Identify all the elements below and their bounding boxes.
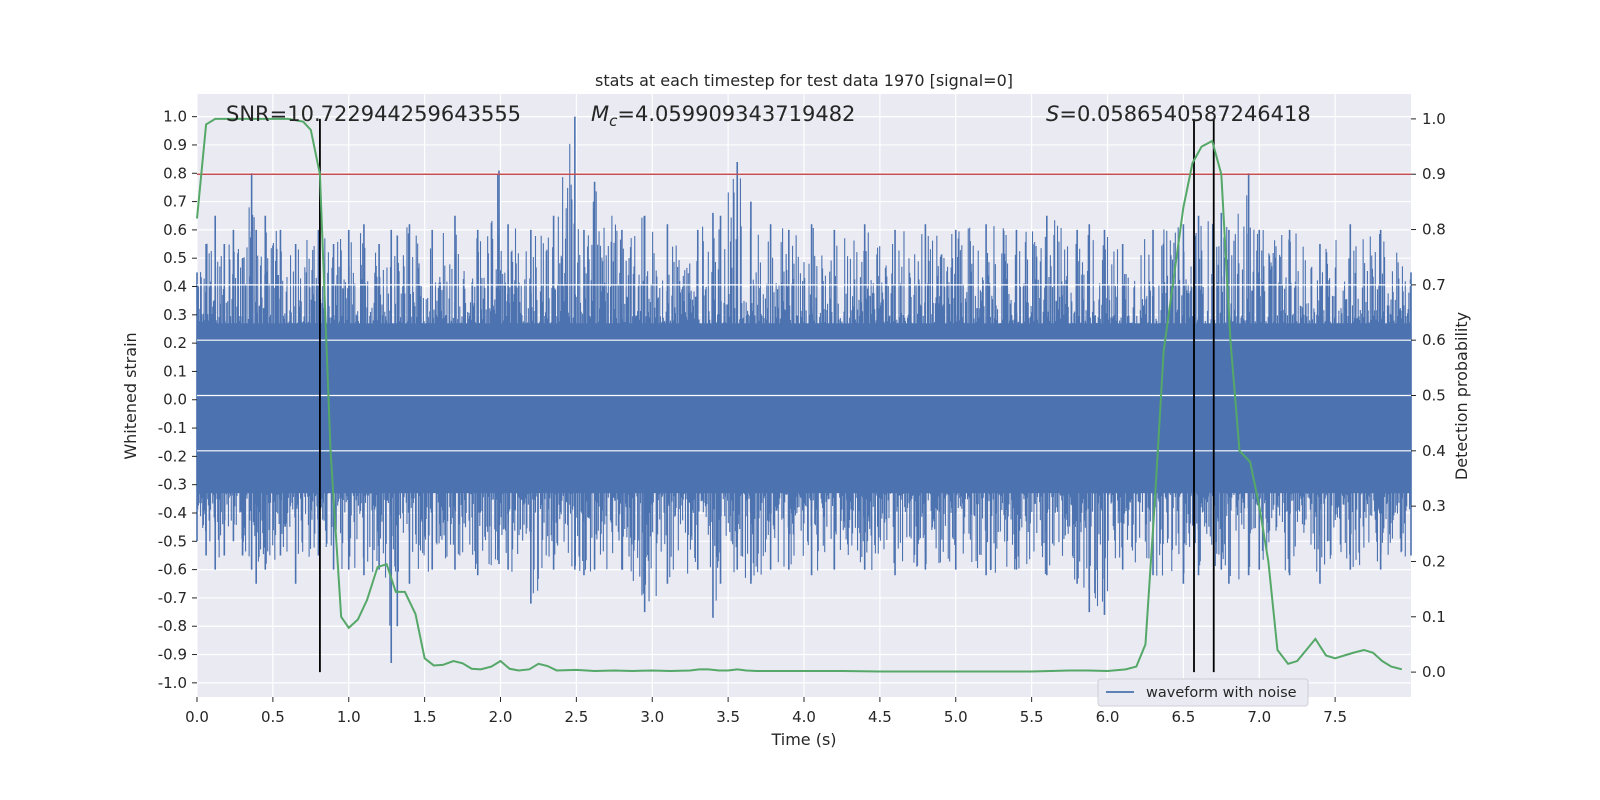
- y-tick-label: -0.4: [158, 504, 187, 522]
- y2-tick-label: 0.3: [1422, 497, 1446, 515]
- y2-tick-label: 0.4: [1422, 442, 1446, 460]
- y-tick-label: -0.3: [158, 476, 187, 494]
- y2-axis-label: Detection probability: [1452, 312, 1471, 480]
- y-ticks: 1.0 0.9 0.8 0.7 0.6 0.5 0.4 0.3 0.2 0.1 0.0 -0.1 -0.…: [158, 108, 197, 692]
- legend-box: [1097, 678, 1309, 707]
- waveform-core: [197, 323, 1411, 494]
- y-tick-label: -0.7: [158, 589, 187, 607]
- x-tick-label: 7.5: [1323, 708, 1347, 726]
- s-annotation: S=0.0586540587246418: [1046, 102, 1311, 126]
- chirp-mass-subscript: c: [609, 112, 618, 130]
- legend-label: waveform with noise: [1146, 685, 1297, 701]
- s-symbol: S: [1046, 102, 1059, 126]
- s-value: =0.0586540587246418: [1059, 102, 1310, 126]
- y-tick-label: 0.3: [163, 306, 187, 324]
- y-tick-label: 0.8: [163, 164, 187, 182]
- snr-annotation: SNR=10.722944259643555: [226, 102, 521, 126]
- chirp-mass-value: =4.059909343719482: [617, 102, 855, 126]
- y2-tick-label: 0.5: [1422, 387, 1446, 405]
- y-tick-label: 0.2: [163, 334, 187, 352]
- y2-tick-label: 1.0: [1422, 110, 1446, 128]
- y2-ticks: 1.0 0.9 0.8 0.7 0.6 0.5 0.4 0.3 0.2 0.1 0.0: [1411, 110, 1446, 681]
- x-tick-label: 2.0: [489, 708, 513, 726]
- x-tick-label: 0.5: [261, 708, 285, 726]
- y-tick-label: 1.0: [163, 108, 187, 126]
- y-tick-label: -0.8: [158, 617, 187, 635]
- waveform-peaks: [196, 116, 1412, 664]
- x-tick-label: 3.0: [640, 708, 664, 726]
- x-tick-label: 2.5: [564, 708, 588, 726]
- chirp-mass-annotation: Mc=4.059909343719482: [591, 102, 855, 130]
- x-axis-label: Time (s): [770, 730, 836, 749]
- probability-line: [196, 117, 1403, 673]
- x-tick-label: 1.0: [337, 708, 361, 726]
- legend: waveform with noise: [1097, 678, 1309, 707]
- y-tick-label: 0.7: [163, 193, 187, 211]
- y2-tick-label: 0.6: [1422, 331, 1446, 349]
- y2-tick-label: 0.0: [1422, 663, 1446, 681]
- y-tick-label: -0.1: [158, 419, 187, 437]
- probability-series: [196, 117, 1403, 673]
- y2-tick-label: 0.2: [1422, 552, 1446, 570]
- y2-tick-label: 0.9: [1422, 165, 1446, 183]
- x-tick-label: 4.0: [792, 708, 816, 726]
- x-tick-label: 5.0: [944, 708, 968, 726]
- x-tick-label: 0.0: [185, 708, 209, 726]
- y-tick-label: -1.0: [158, 674, 187, 692]
- x-tick-label: 6.5: [1171, 708, 1195, 726]
- y-tick-label: -0.2: [158, 447, 187, 465]
- y-tick-label: -0.5: [158, 532, 187, 550]
- x-tick-label: 3.5: [716, 708, 740, 726]
- y-tick-label: -0.6: [158, 561, 187, 579]
- y2-tick-label: 0.1: [1422, 608, 1446, 626]
- y-tick-label: 0.1: [163, 362, 187, 380]
- event-vlines: [319, 118, 1215, 673]
- y-tick-label: 0.4: [163, 278, 187, 296]
- y-axis-label: Whitened strain: [121, 332, 140, 459]
- y-tick-label: -0.9: [158, 646, 187, 664]
- y2-tick-label: 0.8: [1422, 221, 1446, 239]
- chirp-mass-symbol: M: [591, 102, 609, 126]
- y-tick-label: 0.0: [163, 391, 187, 409]
- x-tick-label: 1.5: [413, 708, 437, 726]
- x-tick-label: 6.0: [1096, 708, 1120, 726]
- y-tick-label: 0.9: [163, 136, 187, 154]
- waveform-series: [196, 116, 1412, 664]
- y2-tick-label: 0.7: [1422, 276, 1446, 294]
- x-tick-label: 4.5: [868, 708, 892, 726]
- x-tick-label: 5.5: [1020, 708, 1044, 726]
- y-tick-label: 0.6: [163, 221, 187, 239]
- x-ticks: 0.0 0.5 1.0 1.5 2.0 2.5 3.0 3.5 4.0 4.5 5.0 5.5 6.0 6…: [185, 697, 1347, 726]
- y-tick-label: 0.5: [163, 249, 187, 267]
- chart-title: stats at each timestep for test data 197…: [595, 71, 1013, 90]
- x-tick-label: 7.0: [1247, 708, 1271, 726]
